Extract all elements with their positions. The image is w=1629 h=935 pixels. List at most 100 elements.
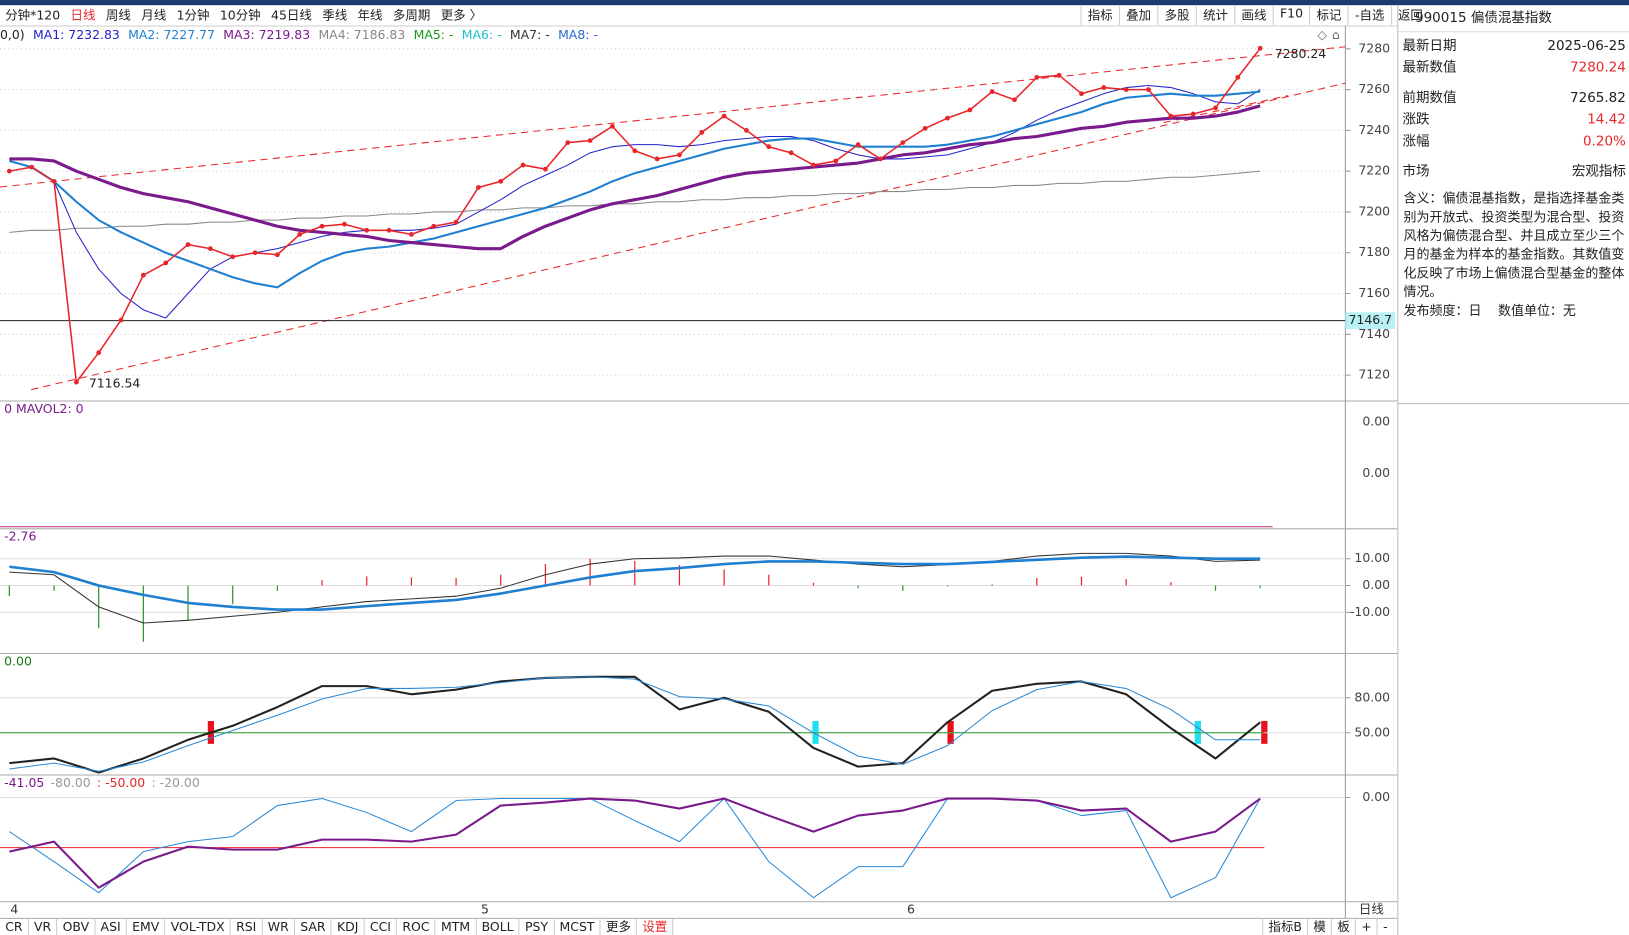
price-point [297,231,303,237]
info-label: 涨幅 [1402,134,1430,150]
y-tick-label: 0.00 [1362,789,1390,804]
trend-line [31,82,1346,391]
indicator-tab[interactable]: BOLL [476,918,520,935]
price-point [587,138,593,143]
vol-label: 0.00 [1362,465,1390,480]
period-label: 日线 [1359,902,1384,917]
period-tab[interactable]: 45日线 [271,8,312,23]
period-tab[interactable]: 更多 〉 [440,8,483,23]
tab-button[interactable]: 板 [1331,918,1355,935]
indicator-tab[interactable]: VR [29,918,58,935]
indicator-tab[interactable]: OBV [57,918,96,935]
price-point [1235,74,1241,80]
panel-header: -2.76 [4,529,36,544]
price-point [118,317,124,323]
tool-button[interactable]: F10 [1272,6,1310,25]
trend-line [0,46,1346,188]
info-value: 0.20% [1582,134,1626,150]
indicator-tab[interactable]: MTM [436,918,477,935]
price-point [1257,45,1263,51]
price-point [252,250,258,256]
indicator-tab[interactable]: EMV [127,918,166,935]
indicator-tab[interactable]: KDJ [332,918,365,935]
tool-button[interactable]: 统计 [1195,6,1234,25]
info-row: 最新数值 7280.24 [1398,57,1629,79]
ma-line [9,170,1261,233]
price-point [319,223,325,229]
indicator-tab[interactable]: ASI [95,918,127,935]
y-tick-label: 7220 [1358,163,1390,178]
price-point [677,152,682,158]
y-tick-label: 7200 [1358,203,1390,218]
price-point [274,252,280,258]
y-tick-label: 10.00 [1354,550,1390,565]
tool-button[interactable]: 返回 [1390,6,1429,25]
indicator-tab[interactable]: ROC [397,918,436,935]
price-point [654,156,660,162]
indicator-tab[interactable]: RSI [231,918,263,935]
info-row: 涨跌 14.42 [1398,109,1629,131]
tool-button[interactable]: -自选 [1347,6,1391,25]
indicator-tab[interactable]: PSY [520,918,555,935]
price-point [230,254,236,260]
price-point [140,272,146,278]
period-tab[interactable]: 季线 [322,8,348,23]
vol-header: 0 MAVOL2: 0 [4,401,83,416]
period-tab[interactable]: 10分钟 [219,8,261,23]
tool-button[interactable]: 指标 [1080,6,1118,25]
info-value: 7280.24 [1570,60,1626,76]
info-label: 前期数值 [1402,90,1457,106]
y-tick-label: 7260 [1358,81,1390,96]
indicator-line [9,676,1261,772]
info-label: 涨跌 [1402,112,1430,128]
tab-button[interactable]: 指标B [1262,918,1307,935]
ma-line [9,90,1261,289]
tool-button[interactable]: 叠加 [1118,6,1157,25]
y-tick-label: -10.00 [1350,604,1390,619]
indicator-tab[interactable]: 更多 [601,918,638,935]
y-tick-label: 7180 [1358,244,1390,259]
icon[interactable]: ◇ [1317,27,1327,42]
legend-entry: MA1: 7232.83 [33,27,120,42]
period-tab[interactable]: 多周期 [392,8,431,23]
indicator-line [9,555,1261,611]
vol-label: 0.00 [1362,413,1390,428]
price-point [989,89,995,95]
period-tab[interactable]: 1分钟 [176,8,210,23]
period-tab[interactable]: 分钟*120 [5,8,61,23]
price-point [476,185,481,190]
tool-button[interactable]: 标记 [1309,6,1347,25]
indicator-tab[interactable]: 设置 [637,918,674,935]
tab-button[interactable]: 模 [1307,918,1331,935]
period-tab[interactable]: 年线 [357,8,383,23]
info-value: 7265.82 [1570,90,1626,106]
high-label: 7280.24 [1275,46,1327,61]
indicator-tab[interactable]: VOL-TDX [166,918,231,935]
info-row: 最新日期 2025-06-25 [1398,35,1629,57]
period-tab[interactable]: 周线 [105,8,131,23]
indicator-line [9,552,1261,624]
indicator-tab[interactable]: CCI [365,918,398,935]
indicator-tab[interactable]: WR [263,918,296,935]
indicator-tab[interactable]: CR [0,918,29,935]
period-tab[interactable]: 月线 [141,8,167,23]
icon[interactable]: ⌂ [1332,27,1340,42]
low-label: 7116.54 [89,376,141,391]
info-value: 宏观指标 [1571,164,1626,180]
tool-button[interactable]: 画线 [1234,6,1272,25]
tab-button[interactable]: + [1355,918,1377,935]
price-point [1168,113,1174,119]
info-panel: 990015 偏债混基指数 最新日期 2025-06-25 最新数值 7280.24 前… [1397,5,1629,935]
price-point [1034,74,1040,80]
tool-button[interactable]: 多股 [1157,6,1195,25]
period-tab[interactable]: 日线 [70,8,96,23]
tab-button[interactable]: - [1376,918,1393,935]
info-description: 含义：偏债混基指数，是指选择基金类别为开放式、投资类型为混合型、投资风格为偏债混… [1398,183,1629,326]
price-point [207,246,213,252]
indicator-tab[interactable]: MCST [554,918,601,935]
tab-bar-right: 指标B 模板 + - [1262,918,1393,935]
price-point [833,158,839,164]
indicator-tab[interactable]: SAR [295,918,332,935]
chart: ◇ ⌂ 0 MAVOL2: 0 0.00 0.00 4 5 6 日线 0,0) M… [0,25,1398,919]
